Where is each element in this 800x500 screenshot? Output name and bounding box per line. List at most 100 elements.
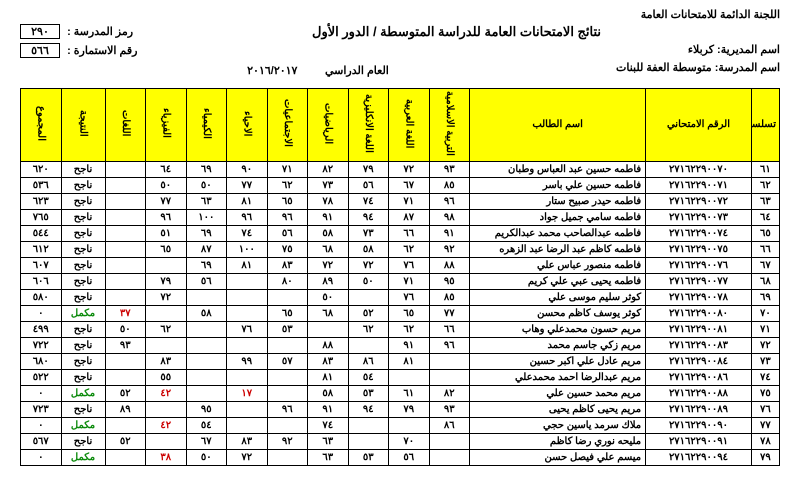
cell: ٥٦٧ <box>21 433 62 449</box>
cell: ٨٧ <box>186 241 227 257</box>
cell: ٧٠ <box>751 305 779 321</box>
cell: فاطمه كاظم عبد الرضا عبد الزهره <box>470 241 646 257</box>
cell: ٧٥ <box>267 241 308 257</box>
cell: ٥٣ <box>348 385 389 401</box>
cell: ٢٧١٦٢٢٩٠٠٧٤ <box>646 225 752 241</box>
cell <box>227 401 268 417</box>
cell: ٧٤ <box>751 369 779 385</box>
cell: ٦٠٧ <box>21 257 62 273</box>
cell <box>186 353 227 369</box>
table-row: ٧٤٢٧١٦٢٢٩٠٠٨٦مريم عبدالرضا احمد محمدعلي٥… <box>21 369 780 385</box>
table-row: ٧٥٢٧١٦٢٢٩٠٠٨٨مريم محمد حسين علي٨٢٦١٥٣٥٨١… <box>21 385 780 401</box>
directorate-label: اسم المديرية: <box>717 44 780 56</box>
cell: ٩٨ <box>429 209 470 225</box>
form-no-label: رقم الاستمارة : <box>67 45 137 57</box>
col-header: النتيجة <box>61 89 105 162</box>
cell: ٧١ <box>267 161 308 177</box>
table-row: ٧٣٢٧١٦٢٢٩٠٠٨٤مريم عادل علي اكبر حسين٨١٨٦… <box>21 353 780 369</box>
cell: ٧٣ <box>751 353 779 369</box>
cell: مريم محمد حسين علي <box>470 385 646 401</box>
cell <box>429 353 470 369</box>
cell <box>267 337 308 353</box>
cell: ٧٧ <box>751 417 779 433</box>
cell: ٦٦ <box>389 225 430 241</box>
col-header: اسم الطالب <box>470 89 646 162</box>
cell: ٦٧ <box>186 433 227 449</box>
cell: ٦٢ <box>389 241 430 257</box>
cell: ناجح <box>61 177 105 193</box>
cell: ٦٨ <box>751 273 779 289</box>
cell: ٩٦ <box>227 209 268 225</box>
cell: ٥٣ <box>348 449 389 465</box>
cell: مكمل <box>61 385 105 401</box>
cell: ٧٢ <box>308 257 349 273</box>
cell <box>105 177 146 193</box>
cell: ٠ <box>21 305 62 321</box>
cell: ٥٠ <box>186 177 227 193</box>
cell: مريم زكي جاسم محمد <box>470 337 646 353</box>
cell: ٦٥ <box>146 241 187 257</box>
cell: ٥٠ <box>186 449 227 465</box>
cell: ٨١ <box>227 193 268 209</box>
table-row: ٧٨٢٧١٦٢٢٩٠٠٩١مليحه نوري رضا كاظم٧٠٦٣٩٢٨٣… <box>21 433 780 449</box>
cell: ٦٥ <box>389 305 430 321</box>
col-header: الفيزياء <box>146 89 187 162</box>
cell <box>146 337 187 353</box>
cell: ٦٣ <box>751 193 779 209</box>
cell: ٦٩ <box>751 289 779 305</box>
directorate: كربلاء <box>688 44 714 56</box>
cell <box>105 449 146 465</box>
cell: ٩٩ <box>227 353 268 369</box>
cell: ٥٦ <box>389 449 430 465</box>
cell: ٢٧١٦٢٢٩٠٠٨٣ <box>646 337 752 353</box>
cell: ٧٣ <box>348 225 389 241</box>
cell <box>348 417 389 433</box>
cell: ٩١ <box>308 209 349 225</box>
cell: ٣٧ <box>105 305 146 321</box>
cell <box>227 305 268 321</box>
cell: ٩٥ <box>186 401 227 417</box>
cell: ٩٦ <box>429 337 470 353</box>
cell: ٩٦ <box>146 209 187 225</box>
cell <box>348 337 389 353</box>
cell: ٧٢ <box>348 257 389 273</box>
table-row: ٦٤٢٧١٦٢٢٩٠٠٧٣فاطمه سامي جميل جواد٩٨٨٧٩٤٩… <box>21 209 780 225</box>
cell: ٢٧١٦٢٢٩٠٠٧٧ <box>646 273 752 289</box>
cell: ٥٨ <box>308 225 349 241</box>
cell: ٢٧١٦٢٢٩٠٠٩٠ <box>646 417 752 433</box>
cell <box>389 369 430 385</box>
table-row: ٦٨٢٧١٦٢٢٩٠٠٧٧فاطمه يحيى عبي علي كريم٩٥٧١… <box>21 273 780 289</box>
cell: ٦٢ <box>751 177 779 193</box>
cell: ٤٢ <box>146 385 187 401</box>
cell: ٨٧ <box>389 209 430 225</box>
cell: ٧١ <box>389 193 430 209</box>
col-header: اللغات <box>105 89 146 162</box>
cell: كوثر سليم موسى علي <box>470 289 646 305</box>
cell: ٩٦ <box>429 193 470 209</box>
cell: ٣٨ <box>146 449 187 465</box>
cell <box>186 385 227 401</box>
cell: ١٠٠ <box>227 241 268 257</box>
committee-label: اللجنة الدائمة للامتحانات العامة <box>641 8 780 21</box>
col-header: اللغة العربية <box>389 89 430 162</box>
cell: ٥٣ <box>267 321 308 337</box>
cell: ٨٢ <box>308 161 349 177</box>
cell: ٨٥ <box>429 289 470 305</box>
cell: ٧١ <box>751 321 779 337</box>
cell <box>105 273 146 289</box>
col-header: الرياضيات <box>308 89 349 162</box>
cell: كوثر يوسف كاظم محسن <box>470 305 646 321</box>
cell <box>105 209 146 225</box>
cell: مريم عادل علي اكبر حسين <box>470 353 646 369</box>
cell: ناجح <box>61 289 105 305</box>
cell: ٥٤ <box>186 417 227 433</box>
cell <box>146 305 187 321</box>
cell: ناجح <box>61 209 105 225</box>
cell: ناجح <box>61 401 105 417</box>
cell <box>105 369 146 385</box>
year-label: العام الدراسي <box>325 65 389 77</box>
cell: ٨٣ <box>267 257 308 273</box>
cell <box>429 433 470 449</box>
table-row: ٦٣٢٧١٦٢٢٩٠٠٧٢فاطمه حيدر صبيح ستار٩٦٧١٧٤٧… <box>21 193 780 209</box>
col-header: تسلسل <box>751 89 779 162</box>
